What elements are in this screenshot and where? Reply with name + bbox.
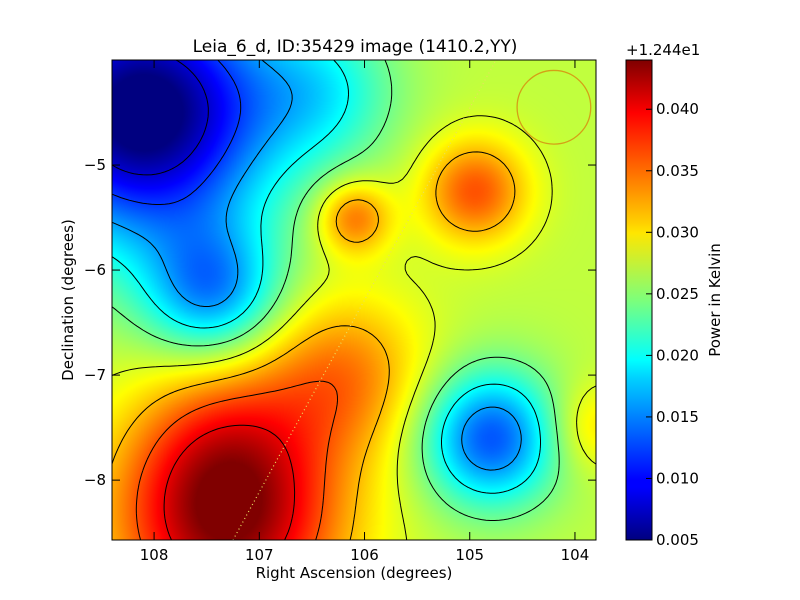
chart-title: Leia_6_d, ID:35429 image (1410.2,YY) [193,37,518,57]
y-tick-label: −5 [84,156,106,174]
x-axis-label: Right Ascension (degrees) [256,564,453,582]
x-tick-label: 105 [455,546,484,564]
contour-line [163,424,296,541]
plot-area [111,59,597,541]
colorbar-offset-label: +1.244e1 [626,41,700,59]
colorbar-label: Power in Kelvin [706,243,724,357]
contour-line [111,59,522,471]
colorbar-tick-label: 0.025 [656,285,699,303]
y-tick-label: −8 [84,471,106,489]
colorbar-tick-label: 0.020 [656,346,699,364]
plot-frame [111,59,597,541]
colorbar-tick-label: 0.030 [656,223,699,241]
y-tick-label: −7 [84,366,106,384]
x-tick-label: 106 [350,546,379,564]
contour-line [111,151,516,541]
x-tick-label: 107 [245,546,274,564]
contour-line [135,380,338,541]
x-tick-label: 104 [561,546,590,564]
contour-line [111,115,597,541]
x-axis: 108 107 106 105 104 [140,60,590,564]
dotted-line [232,59,497,541]
colorbar-tick-label: 0.010 [656,469,699,487]
colorbar-tick-label: 0.035 [656,162,699,180]
contour-line [111,59,242,205]
colorbar-ticks: 0.005 0.010 0.015 0.020 0.025 0.030 0.035 0.040 [646,100,699,549]
contour-line [111,59,541,494]
colorbar-tick-label: 0.015 [656,408,699,426]
y-axis-label: Declination (degrees) [59,219,77,381]
beam-circle [516,69,592,145]
heatmap-canvas [112,60,596,540]
x-tick-label: 108 [140,546,169,564]
y-tick-label: −6 [84,261,106,279]
contour-lines [111,59,597,541]
colorbar-tick-label: 0.005 [656,531,699,549]
colorbar-tick-label: 0.040 [656,100,699,118]
colorbar: 0.005 0.010 0.015 0.020 0.025 0.030 0.035 0.040… [625,41,724,549]
contour-line [111,59,560,521]
y-axis: −5 −6 −7 −8 [84,156,596,489]
colorbar-gradient [625,59,653,541]
